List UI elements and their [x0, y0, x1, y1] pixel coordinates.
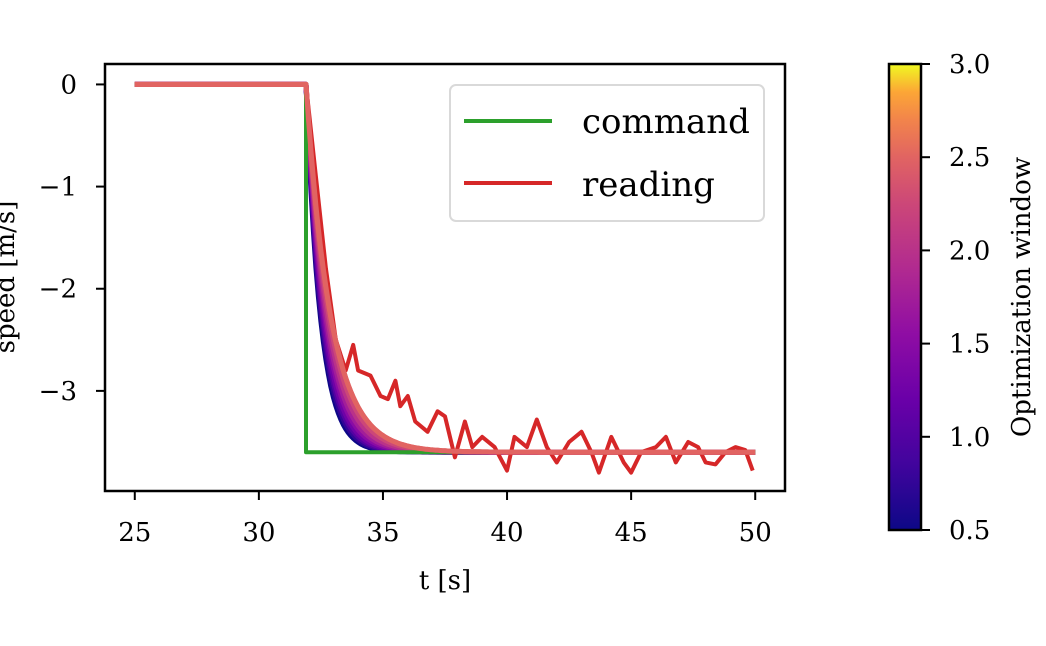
x-axis-label: t [s] — [419, 566, 471, 596]
colorbar-label: Optimization window — [1007, 157, 1037, 437]
x-tick-label: 25 — [118, 518, 151, 548]
plot-frame — [103, 62, 787, 493]
colorbar-ticks: 0.5 1.0 1.5 2.0 2.5 3.0 — [921, 50, 990, 546]
legend-command-label: command — [582, 102, 750, 142]
x-axis-ticks: 25 30 35 40 45 50 — [118, 491, 772, 548]
y-axis-label: speed [m/s] — [0, 201, 21, 354]
colorbar-tick-label: 3.0 — [949, 50, 990, 80]
y-tick-label: −2 — [39, 275, 77, 305]
colorbar-tick-label: 1.5 — [949, 330, 990, 360]
x-tick-label: 30 — [242, 518, 275, 548]
x-tick-label: 35 — [366, 518, 399, 548]
x-tick-label: 45 — [615, 518, 648, 548]
y-axis-ticks: 0 −1 −2 −3 — [39, 70, 105, 407]
y-tick-label: −3 — [39, 377, 77, 407]
legend-reading-label: reading — [582, 165, 715, 205]
colorbar-tick-label: 2.5 — [949, 143, 990, 173]
colorbar-tick-label: 1.0 — [949, 423, 990, 453]
colorbar-tick-label: 0.5 — [949, 516, 990, 546]
x-tick-label: 40 — [490, 518, 523, 548]
response-curve-window-2.5 — [134, 81, 756, 455]
plot-area: 25 30 35 40 45 50 0 −1 −2 −3 — [39, 62, 787, 548]
y-tick-label: 0 — [60, 70, 77, 100]
y-tick-label: −1 — [39, 173, 77, 203]
colorbar: 0.5 1.0 1.5 2.0 2.5 3.0 Optimization window — [887, 50, 1037, 546]
legend: command reading — [449, 84, 765, 222]
x-tick-label: 50 — [739, 518, 772, 548]
colorbar-tick-label: 2.0 — [949, 236, 990, 266]
colorbar-gradient — [887, 62, 923, 532]
